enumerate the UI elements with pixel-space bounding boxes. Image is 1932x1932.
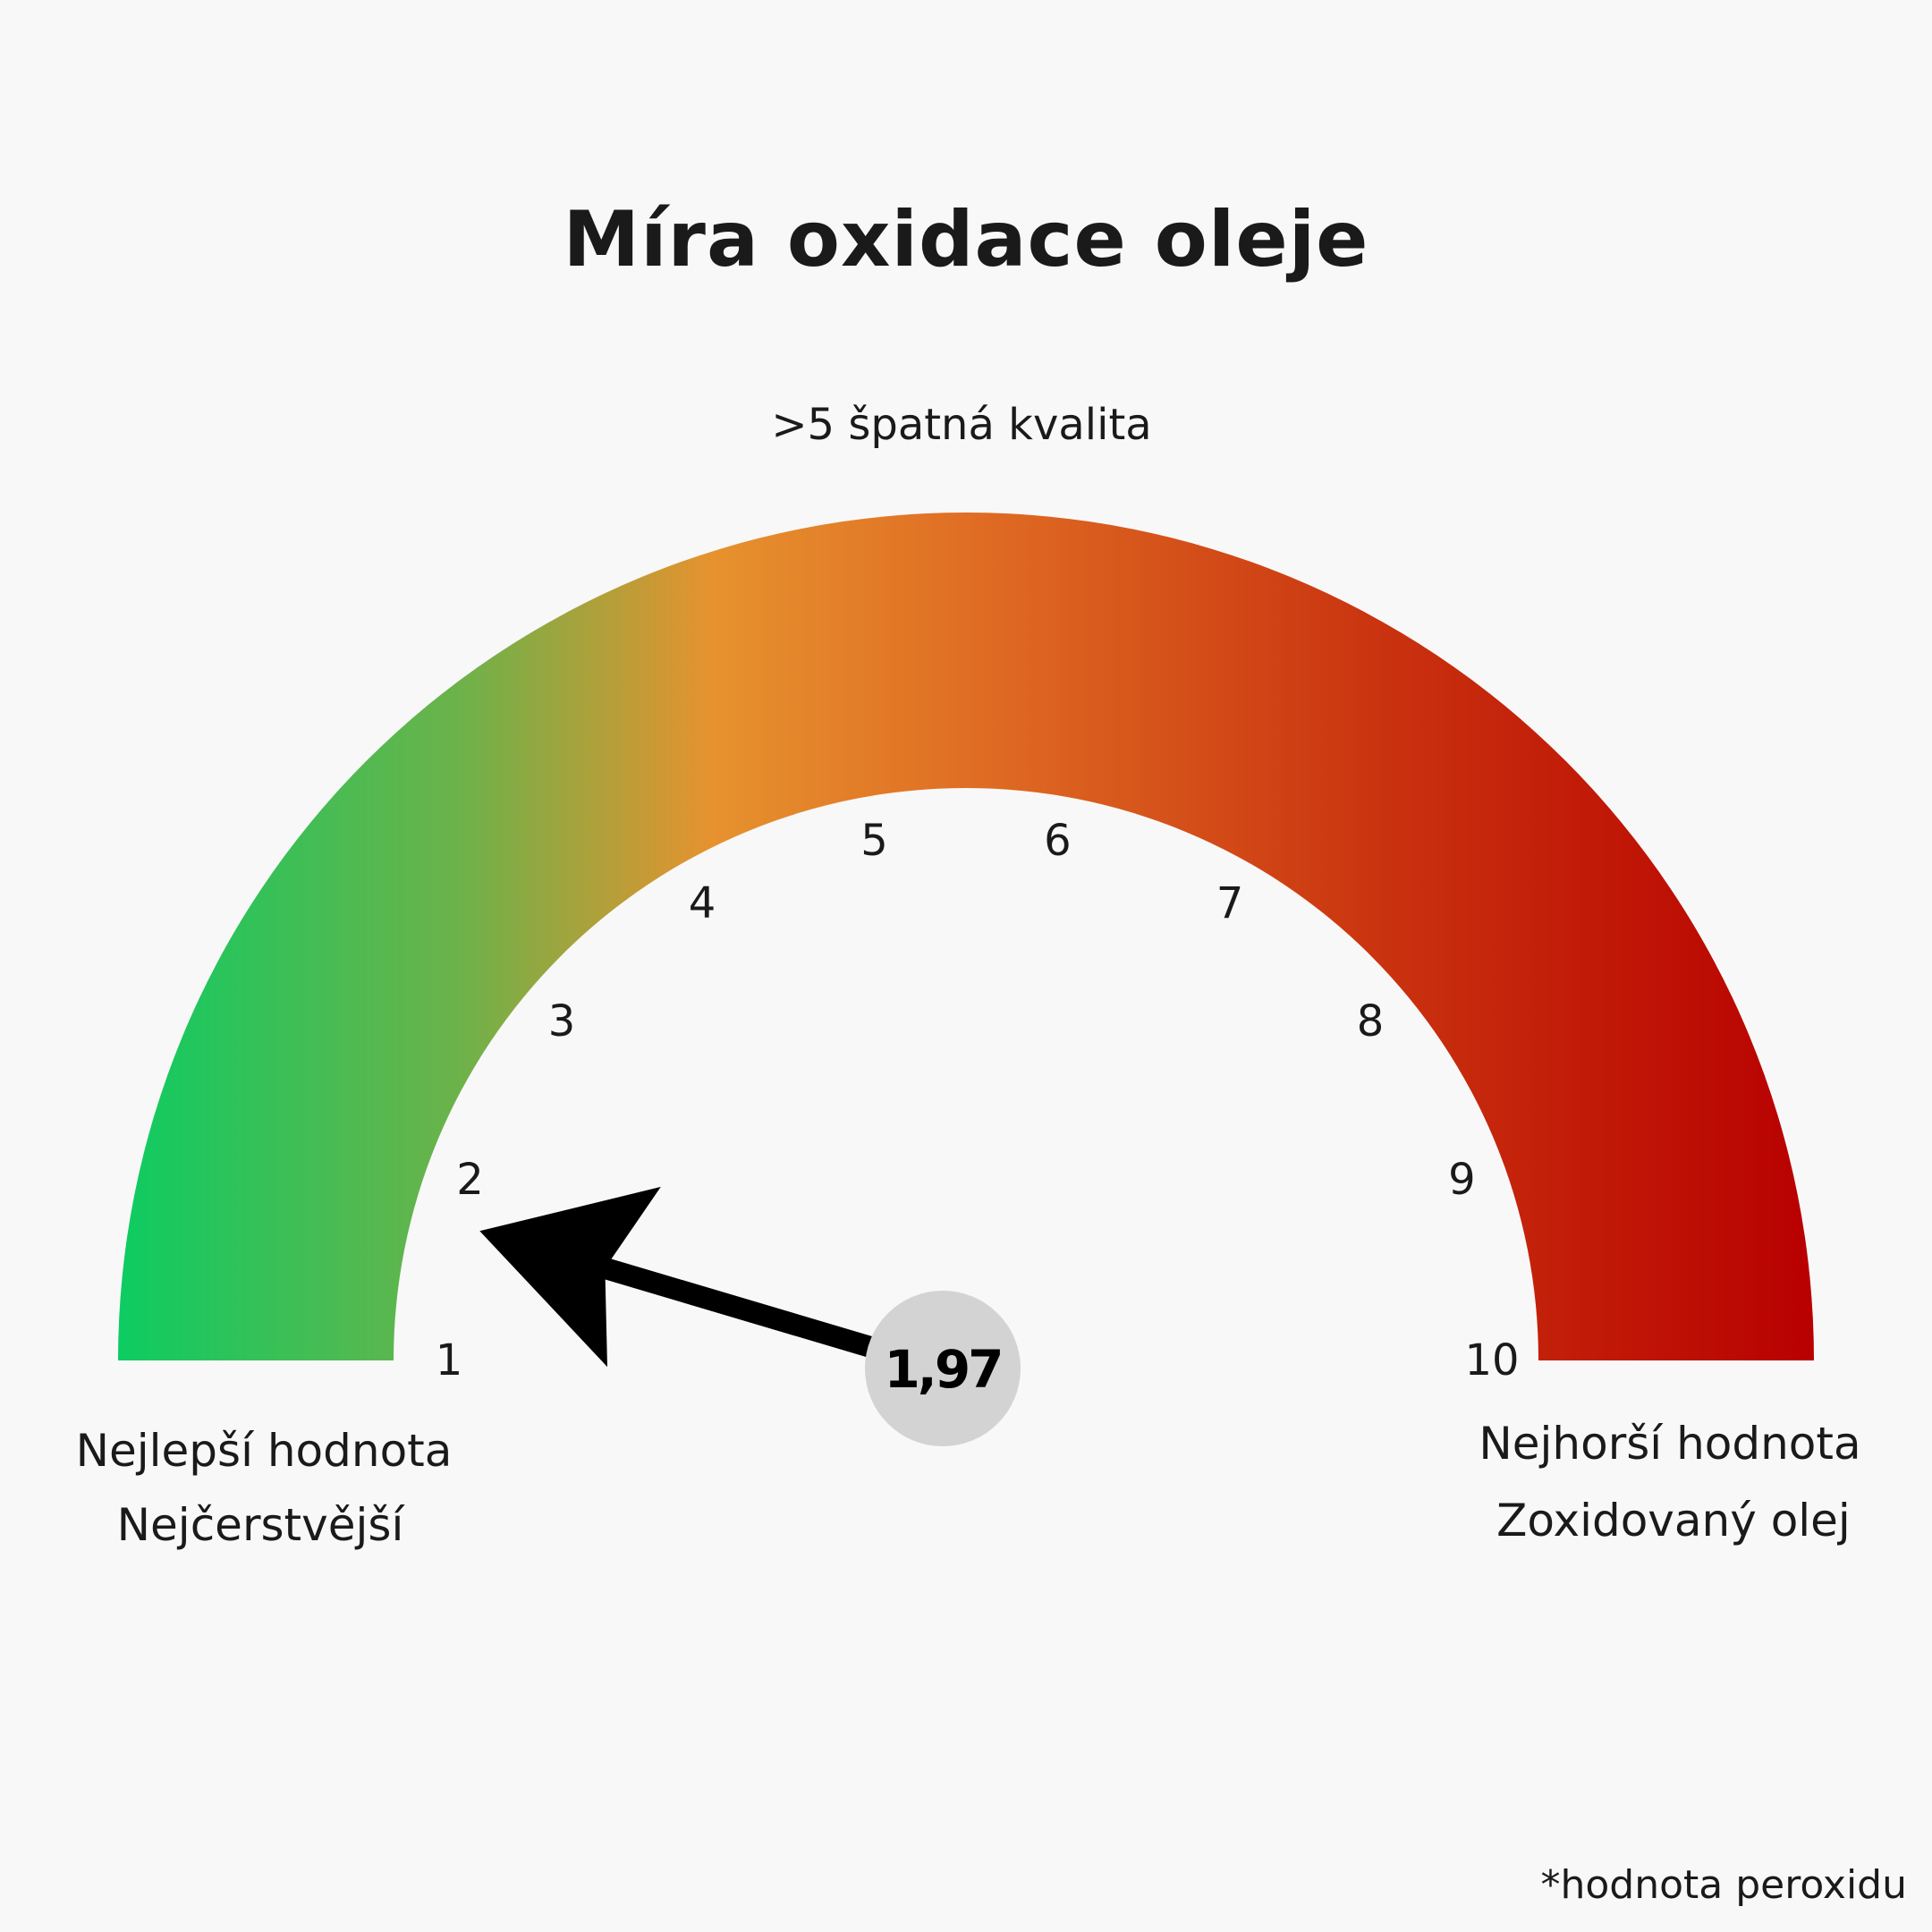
- needle-arrow: [479, 1186, 946, 1379]
- value-label: 1,97: [884, 1339, 1001, 1400]
- tick-label-10: 10: [1464, 1335, 1519, 1385]
- oxidized-oil-label: Zoxidovaný olej: [1496, 1495, 1851, 1546]
- gauge-arc: [118, 513, 1814, 1360]
- tick-label-4: 4: [689, 878, 716, 928]
- tick-label-1: 1: [436, 1335, 463, 1385]
- chart-title: Míra oxidace oleje: [563, 195, 1369, 284]
- tick-label-2: 2: [456, 1155, 484, 1205]
- tick-label-8: 8: [1357, 996, 1385, 1046]
- tick-label-7: 7: [1216, 878, 1244, 928]
- best-value-label: Nejlepší hodnota: [75, 1425, 453, 1477]
- tick-label-9: 9: [1448, 1155, 1476, 1205]
- footnote: *hodnota peroxidu: [1540, 1862, 1907, 1908]
- freshest-label: Nejčerstvější: [116, 1499, 404, 1551]
- value-hub: [865, 1291, 1021, 1446]
- tick-label-5: 5: [860, 816, 888, 866]
- worst-value-label: Nejhorší hodnota: [1479, 1418, 1861, 1470]
- tick-label-3: 3: [548, 996, 576, 1046]
- threshold-note: >5 špatná kvalita: [771, 400, 1152, 450]
- tick-label-6: 6: [1044, 816, 1072, 866]
